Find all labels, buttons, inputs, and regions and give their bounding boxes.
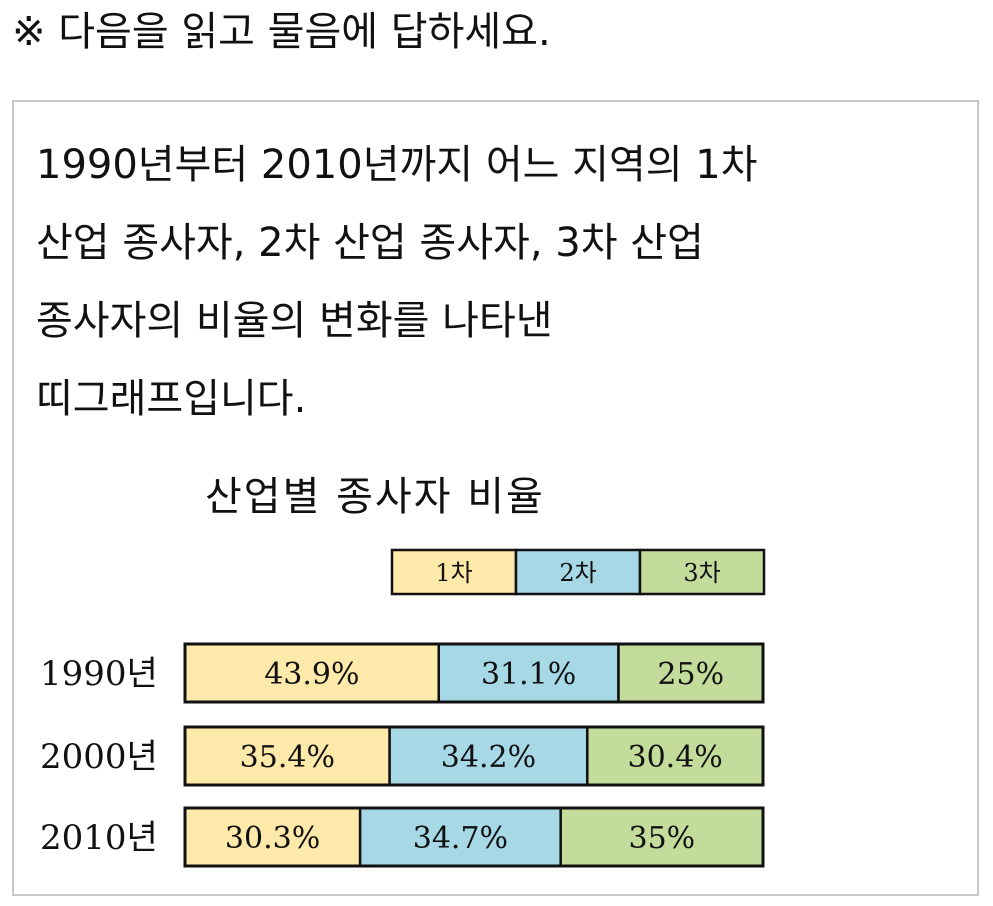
segment-value-label: 25% (657, 657, 724, 692)
segment-value-label: 30.3% (225, 821, 320, 856)
bar-outline (183, 806, 765, 868)
legend-swatch (638, 548, 766, 596)
problem-description: 1990년부터 2010년까지 어느 지역의 1차 산업 종사자, 2차 산업 … (36, 126, 936, 438)
legend-label: 2차 (559, 559, 596, 587)
description-line: 종사자의 비율의 변화를 나타낸 (36, 298, 553, 344)
segment-value-label: 34.2% (441, 740, 536, 775)
legend-label: 3차 (683, 559, 720, 587)
instruction-text: ※ 다음을 읽고 물음에 답하세요. (12, 9, 551, 55)
description-line: 산업 종사자, 2차 산업 종사자, 3차 산업 (36, 220, 704, 266)
chart-title: 산업별 종사자 비율 (205, 474, 545, 520)
bar-segment (559, 806, 765, 868)
legend-swatch (514, 548, 642, 596)
problem-frame (12, 100, 979, 896)
description-line: 띠그래프입니다. (36, 376, 307, 422)
segment-value-label: 31.1% (481, 657, 576, 692)
row-label: 2000년 (40, 737, 158, 777)
segment-value-label: 35.4% (240, 740, 335, 775)
legend-label: 1차 (435, 559, 472, 587)
segment-value-label: 30.4% (627, 740, 722, 775)
bar-segment (388, 725, 589, 787)
description-line: 1990년부터 2010년까지 어느 지역의 1차 (36, 142, 758, 188)
row-label: 2010년 (40, 818, 158, 858)
bar-outline (183, 642, 765, 704)
bar-outline (183, 725, 765, 787)
row-label: 1990년 (40, 654, 158, 694)
segment-value-label: 43.9% (264, 657, 359, 692)
segment-value-label: 34.7% (413, 821, 508, 856)
segment-value-label: 35% (629, 821, 696, 856)
